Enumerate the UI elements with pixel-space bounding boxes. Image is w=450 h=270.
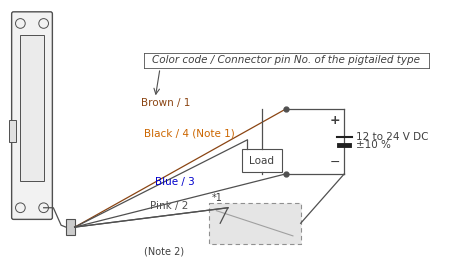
- Text: Load: Load: [249, 156, 274, 166]
- Bar: [208, 203, 301, 244]
- Text: *1: *1: [212, 193, 222, 203]
- Text: Blue / 3: Blue / 3: [155, 177, 195, 187]
- Circle shape: [15, 203, 25, 212]
- Text: Color code / Connector pin No. of the pigtailed type: Color code / Connector pin No. of the pi…: [152, 55, 420, 65]
- Text: −: −: [329, 156, 340, 169]
- Circle shape: [15, 19, 25, 28]
- FancyBboxPatch shape: [12, 12, 52, 220]
- Text: Pink / 2: Pink / 2: [150, 201, 189, 211]
- Bar: [20, 35, 44, 181]
- Circle shape: [39, 19, 49, 28]
- Text: 12 to 24 V DC: 12 to 24 V DC: [356, 132, 428, 142]
- Circle shape: [39, 203, 49, 212]
- Text: Brown / 1: Brown / 1: [141, 98, 190, 108]
- Bar: [66, 220, 75, 235]
- Text: Black / 4 (Note 1): Black / 4 (Note 1): [144, 128, 234, 138]
- Text: ±10 %: ±10 %: [356, 140, 391, 150]
- Text: +: +: [329, 114, 340, 127]
- Text: (Note 2): (Note 2): [144, 247, 184, 256]
- Bar: [242, 149, 282, 172]
- Bar: [9, 120, 15, 142]
